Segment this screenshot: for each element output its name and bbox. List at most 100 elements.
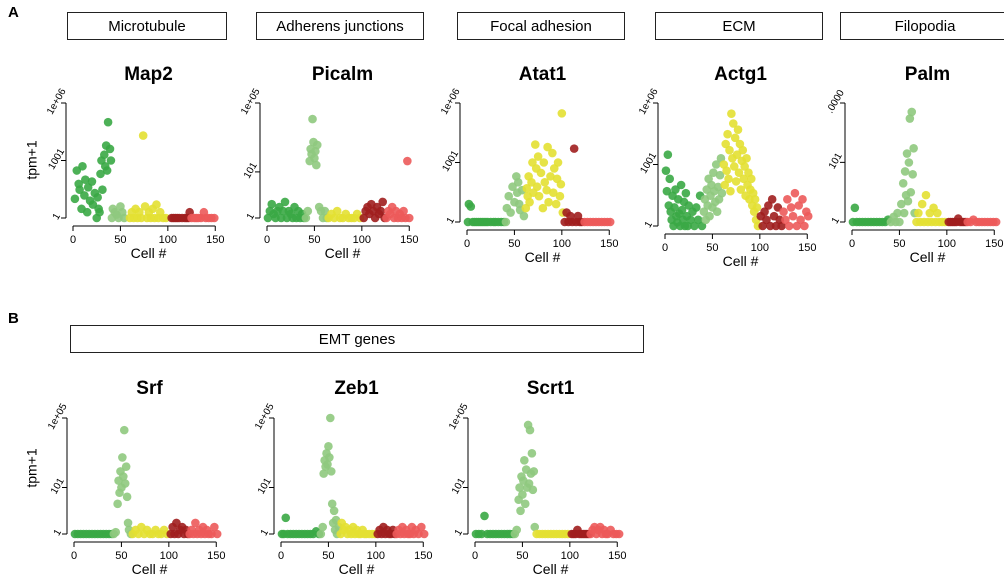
data-point — [152, 200, 161, 209]
data-point — [326, 413, 335, 423]
subplot-zeb1: Zeb1 1 101 1e+05 0 50 100 150 Cell # — [253, 378, 432, 577]
data-point — [733, 125, 743, 134]
data-point — [794, 201, 804, 210]
x-tick-label: 100 — [938, 238, 956, 250]
data-point — [310, 153, 319, 163]
data-point — [742, 154, 751, 163]
data-point — [796, 215, 805, 225]
data-point — [895, 217, 904, 227]
x-tick-label: 0 — [70, 234, 76, 246]
data-point — [119, 472, 128, 481]
data-point — [267, 199, 277, 209]
data-point — [95, 207, 104, 217]
x-tick-label: 150 — [985, 238, 1003, 250]
subplot-srf: Srf 1 101 1e+05 0 50 100 150 Cell # — [46, 378, 225, 577]
data-point — [548, 148, 557, 158]
data-point — [78, 161, 87, 171]
x-axis-label: Cell # — [131, 245, 167, 261]
data-point — [327, 499, 337, 509]
data-point — [614, 529, 624, 539]
data-point — [792, 221, 802, 231]
data-point — [605, 217, 615, 227]
y-tick-label: 1e+05 — [239, 86, 263, 116]
y-tick-label: .0000 — [825, 88, 847, 116]
y-tick-label: 101 — [827, 151, 845, 171]
data-point — [99, 150, 109, 160]
data-point — [670, 203, 679, 212]
data-point — [758, 221, 767, 231]
data-point — [779, 207, 788, 216]
data-point — [712, 207, 722, 216]
data-point — [480, 511, 489, 521]
data-point — [308, 114, 317, 124]
data-point — [738, 145, 748, 155]
x-tick-label: 50 — [893, 238, 905, 250]
y-tick-label: 1 — [445, 215, 458, 226]
data-point — [760, 207, 769, 216]
y-tick-label: 1e+06 — [637, 86, 661, 116]
data-point — [663, 150, 673, 160]
data-point — [555, 191, 565, 201]
data-point — [684, 201, 694, 210]
y-tick-label: 101 — [49, 476, 67, 496]
data-point — [520, 499, 530, 509]
data-point — [87, 177, 97, 186]
data-point — [403, 156, 412, 166]
data-point — [540, 178, 550, 187]
data-point — [522, 184, 532, 193]
data-point — [752, 203, 762, 212]
y-tick-label: 1 — [245, 211, 258, 222]
subplot-title: Scrt1 — [527, 378, 575, 399]
data-point — [909, 144, 918, 153]
data-point — [525, 197, 534, 207]
data-point — [501, 217, 511, 227]
data-point — [546, 172, 555, 181]
category-focal-adhesion: Focal adhesion — [457, 12, 625, 40]
x-tick-label: 0 — [464, 238, 470, 250]
data-point — [524, 479, 534, 488]
y-tick-label: 101 — [450, 476, 468, 496]
subplot-scrt1: Scrt1 1 101 1e+05 0 50 100 150 Cell # — [447, 378, 626, 577]
data-point — [686, 215, 695, 225]
data-point — [690, 221, 699, 231]
x-tick-label: 100 — [553, 238, 571, 250]
data-point — [525, 425, 535, 435]
data-point — [93, 193, 102, 202]
data-point — [991, 217, 1001, 227]
data-point — [717, 188, 727, 198]
data-point — [661, 166, 671, 175]
data-point — [899, 208, 909, 218]
data-point — [324, 442, 333, 451]
data-point — [75, 185, 84, 194]
category-filopodia: Filopodia — [840, 12, 1004, 40]
subplot-title: Palm — [905, 64, 950, 85]
data-point — [121, 462, 131, 471]
data-point — [70, 194, 80, 204]
data-point — [904, 158, 914, 167]
data-point — [113, 499, 122, 509]
data-point — [724, 174, 733, 184]
data-point — [320, 206, 330, 216]
data-point — [519, 211, 529, 221]
y-tick-label: 1e+05 — [46, 401, 70, 431]
data-point — [118, 453, 127, 462]
data-point — [329, 506, 339, 516]
data-point — [921, 190, 931, 200]
y-tick-label: 101 — [256, 476, 274, 496]
data-point — [303, 206, 313, 216]
data-point — [543, 142, 552, 152]
data-point — [800, 221, 809, 231]
data-point — [739, 174, 749, 184]
x-tick-label: 100 — [751, 242, 769, 254]
data-point — [906, 187, 916, 197]
subplot-title: Map2 — [124, 64, 173, 85]
data-point — [903, 196, 913, 206]
subplot-title: Srf — [136, 378, 163, 399]
data-point — [504, 191, 514, 201]
data-point — [123, 518, 133, 528]
data-point — [513, 178, 523, 187]
data-point — [81, 175, 90, 184]
x-tick-label: 0 — [662, 242, 668, 254]
data-point — [512, 525, 522, 535]
data-point — [332, 206, 342, 216]
